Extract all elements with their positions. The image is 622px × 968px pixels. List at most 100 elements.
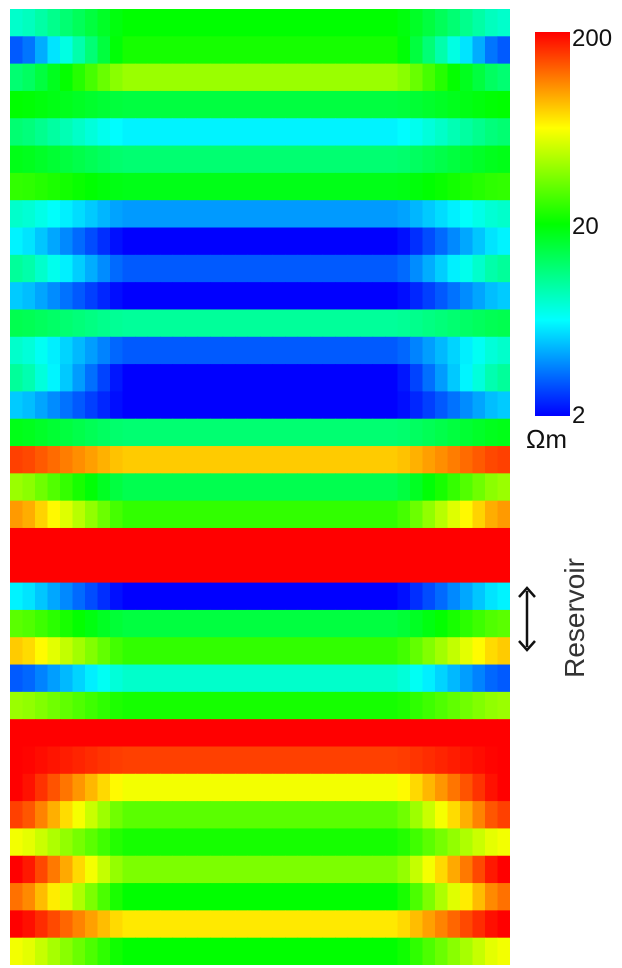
heatmap-cell [372,172,386,201]
heatmap-cell [122,828,136,857]
heatmap-cell [347,172,361,201]
heatmap-cell [397,582,411,611]
heatmap-cell [497,746,510,775]
heatmap-cell [247,9,261,37]
heatmap-cell [185,910,199,939]
heatmap-cell [35,883,49,911]
heatmap-cell [172,527,186,556]
heatmap-cell [135,828,149,857]
heatmap-cell [422,391,436,420]
heatmap-cell [110,391,124,420]
heatmap-cell [185,336,199,365]
heatmap-cell [347,63,361,92]
heatmap-cell [10,227,24,256]
heatmap-cell [472,200,486,229]
heatmap-cell [197,609,211,638]
heatmap-cell [435,36,449,65]
heatmap-cell [172,391,186,420]
heatmap-cell [285,336,299,365]
heatmap-cell [272,910,286,939]
heatmap-cell [397,63,411,92]
heatmap-cell [410,391,424,420]
heatmap-cell [347,446,361,474]
heatmap-cell [372,910,386,939]
heatmap-cell [347,555,361,584]
heatmap-cell [497,254,510,283]
heatmap-cell [110,473,124,502]
heatmap-cell [472,582,486,611]
heatmap-cell [185,555,199,584]
heatmap-cell [485,473,499,502]
heatmap-cell [185,9,199,37]
heatmap-cell [97,418,111,447]
heatmap-cell [247,227,261,256]
heatmap-cell [310,855,324,884]
heatmap-cell [97,746,111,775]
heatmap-cell [47,746,61,775]
heatmap-cell [22,582,36,611]
heatmap-cell [410,90,424,119]
heatmap-cell [472,227,486,256]
heatmap-cell [172,145,186,174]
heatmap-cell [360,418,374,447]
heatmap-cell [497,145,510,174]
heatmap-cell [347,118,361,147]
heatmap-cell [110,855,124,884]
heatmap-cell [22,309,36,338]
heatmap-cell [347,9,361,37]
heatmap-cell [85,746,99,775]
heatmap-cell [397,691,411,720]
heatmap-cell [172,90,186,119]
heatmap-cell [210,36,224,65]
heatmap-cell [260,36,274,65]
heatmap-cell [97,63,111,92]
heatmap-cell [472,691,486,720]
heatmap-cell [35,200,49,229]
heatmap-cell [222,555,236,584]
heatmap-cell [135,582,149,611]
heatmap-cell [435,937,449,965]
heatmap-cell [272,63,286,92]
heatmap-cell [310,90,324,119]
heatmap-cell [460,145,474,174]
heatmap-cell [335,418,349,447]
heatmap-cell [222,937,236,965]
heatmap-cell [460,883,474,911]
heatmap-cell [335,172,349,201]
heatmap-cell [397,637,411,666]
heatmap-cell [22,527,36,556]
heatmap-cell [197,637,211,666]
heatmap-cell [222,36,236,65]
heatmap-cell [210,9,224,37]
heatmap-cell [297,309,311,338]
heatmap-cell [72,527,86,556]
heatmap-cell [372,937,386,965]
heatmap-cell [47,90,61,119]
heatmap-cell [335,828,349,857]
heatmap-cell [60,118,74,147]
heatmap-cell [485,855,499,884]
heatmap-cell [360,254,374,283]
heatmap-cell [372,63,386,92]
heatmap-cell [285,36,299,65]
heatmap-cell [122,746,136,775]
heatmap-cell [460,527,474,556]
heatmap-cell [210,582,224,611]
heatmap-cell [122,90,136,119]
heatmap-cell [160,36,174,65]
heatmap-cell [422,446,436,474]
heatmap-cell [147,691,161,720]
heatmap-cell [385,609,399,638]
heatmap-cell [22,664,36,693]
heatmap-cell [235,527,249,556]
heatmap-cell [360,282,374,311]
heatmap-cell [385,473,399,502]
heatmap-cell [197,582,211,611]
heatmap-cell [460,309,474,338]
heatmap-cell [210,418,224,447]
heatmap-cell [72,446,86,474]
heatmap-cell [460,227,474,256]
heatmap-cell [460,801,474,830]
heatmap-cell [485,801,499,830]
heatmap-cell [422,582,436,611]
